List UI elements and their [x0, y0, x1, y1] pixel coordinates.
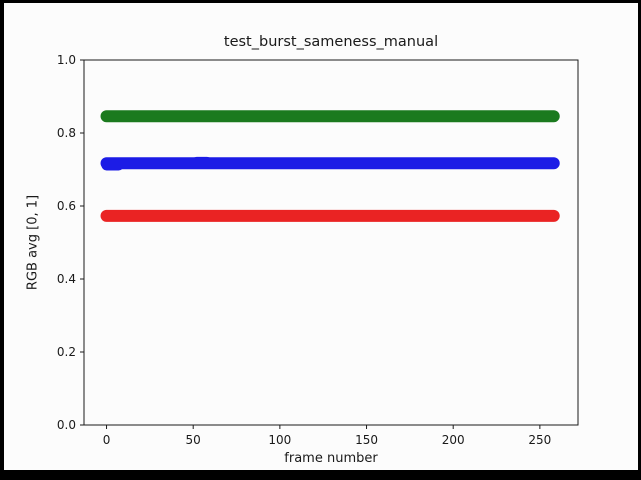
- x-tick-label: 50: [186, 433, 201, 447]
- y-tick-label: 1.0: [57, 53, 76, 67]
- figure-canvas: [4, 3, 638, 470]
- x-tick-label: 100: [268, 433, 291, 447]
- x-tick-label: 150: [355, 433, 378, 447]
- y-axis-label: RGB avg [0, 1]: [25, 194, 41, 291]
- x-axis-label: frame number: [284, 451, 378, 466]
- x-tick-label: 0: [103, 433, 111, 447]
- y-tick-label: 0.0: [57, 418, 76, 432]
- y-tick-label: 0.6: [57, 199, 76, 213]
- x-tick-label: 250: [528, 433, 551, 447]
- axes-spines: [83, 59, 579, 426]
- y-tick-label: 0.4: [57, 272, 76, 286]
- x-tick-label: 200: [442, 433, 465, 447]
- y-tick-label: 0.8: [57, 126, 76, 140]
- y-tick-label: 0.2: [57, 345, 76, 359]
- chart-title: test_burst_sameness_manual: [223, 34, 439, 50]
